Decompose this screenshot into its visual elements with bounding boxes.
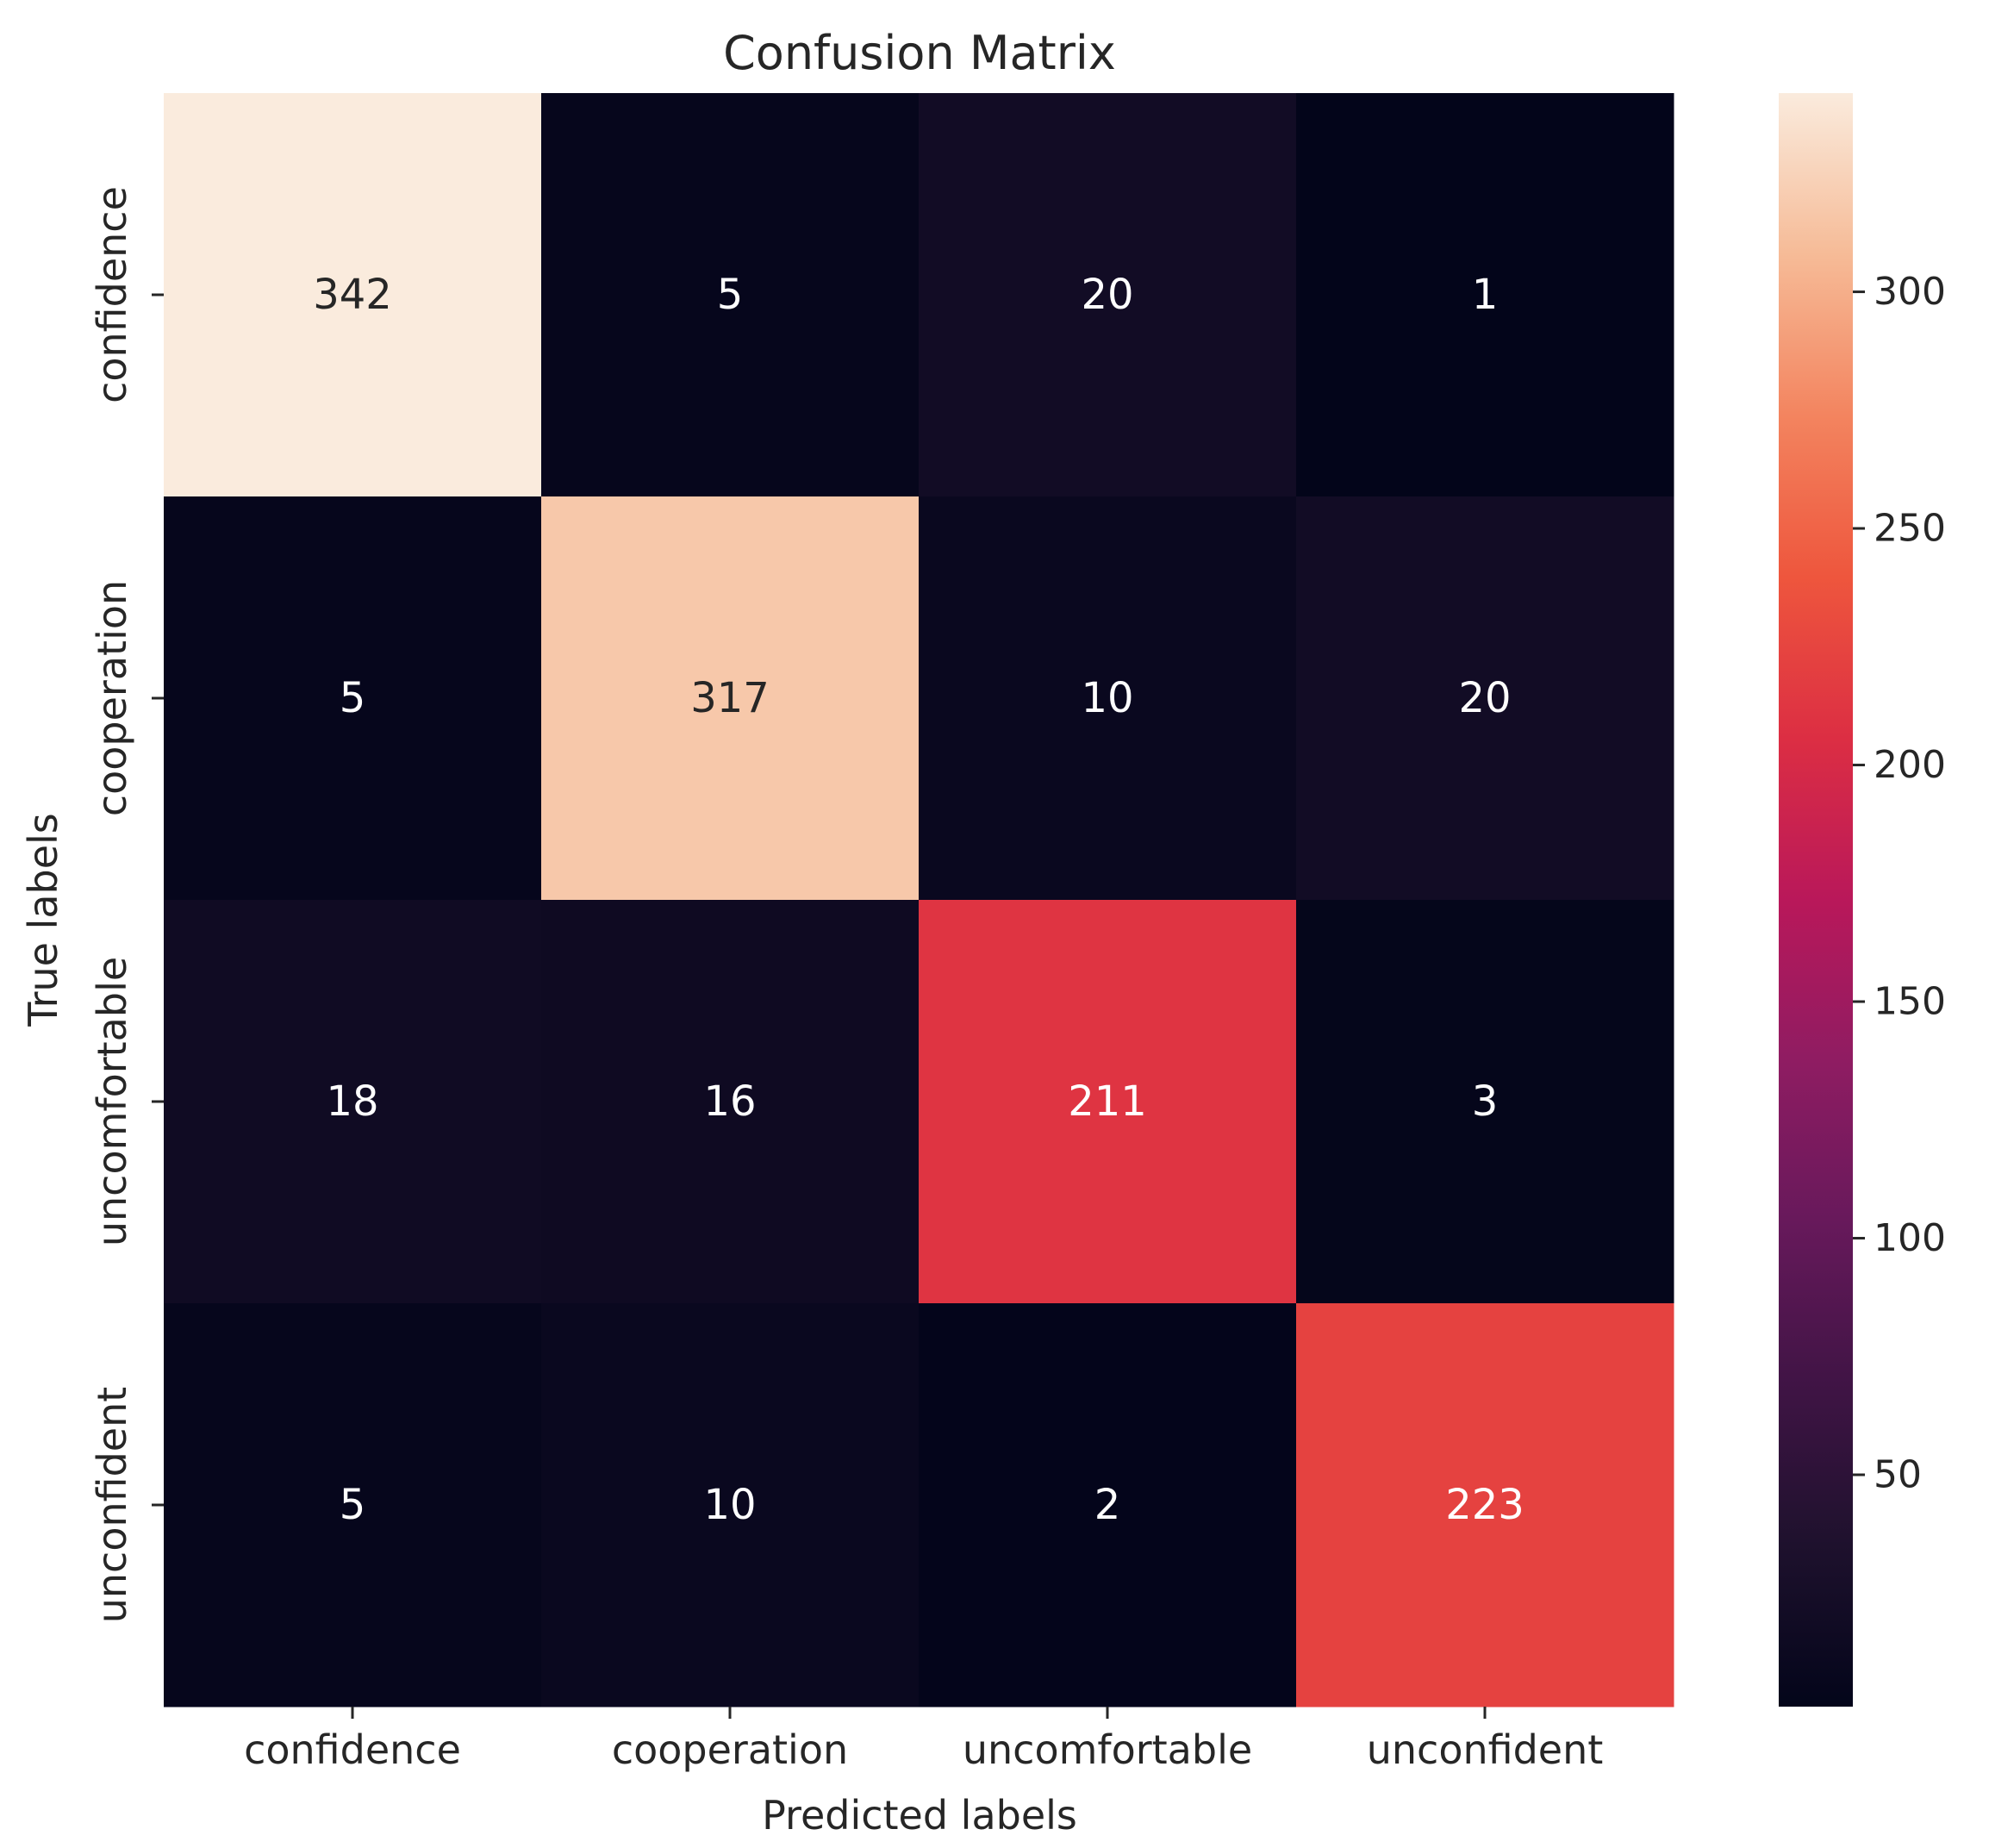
y-tick-label-cooperation: cooperation [89, 580, 135, 816]
colorbar [1779, 93, 1853, 1707]
heatmap-cell-r2-c3 [1296, 900, 1674, 1304]
heatmap-cell-r0-c0 [164, 93, 542, 497]
cell-value-r2-c2: 211 [1068, 1077, 1147, 1126]
x-tick-label-uncomfortable: uncomfortable [963, 1726, 1252, 1773]
cell-value-r3-c1: 10 [703, 1481, 756, 1529]
colorbar-ticks: 50 100 150 200 250 300 [1853, 270, 1946, 1497]
heatmap-cells [164, 93, 1674, 1708]
cell-value-r0-c0: 342 [313, 271, 392, 319]
y-tick-label-uncomfortable: uncomfortable [89, 957, 135, 1246]
cell-value-r3-c2: 2 [1094, 1481, 1121, 1529]
y-axis-label: True labels [20, 813, 66, 1027]
heatmap-cell-r0-c1 [541, 93, 920, 497]
x-axis-label: Predicted labels [762, 1792, 1077, 1839]
cell-value-r1-c2: 10 [1081, 674, 1133, 722]
y-axis-ticks: confidence cooperation uncomfortable unconf… [89, 186, 164, 1623]
cell-value-r1-c1: 317 [690, 674, 770, 722]
colorbar-tick-label-100: 100 [1874, 1216, 1946, 1260]
cell-value-r3-c3: 223 [1445, 1481, 1524, 1529]
cell-value-r2-c0: 18 [326, 1077, 378, 1126]
heatmap-cell-r2-c1 [541, 900, 920, 1304]
x-axis-ticks: confidence cooperation uncomfortable unconf… [244, 1707, 1603, 1773]
heatmap-cell-r0-c2 [919, 93, 1297, 497]
cell-value-r1-c3: 20 [1458, 674, 1511, 722]
heatmap-cell-r1-c1 [541, 496, 920, 901]
chart-title: Confusion Matrix [723, 26, 1116, 80]
heatmap-cell-r2-c0 [164, 900, 542, 1304]
heatmap-cell-r1-c3 [1296, 496, 1674, 901]
x-tick-label-cooperation: cooperation [612, 1726, 848, 1773]
x-tick-label-unconfident: unconfident [1367, 1726, 1604, 1773]
cell-value-r1-c0: 5 [340, 674, 366, 722]
cell-value-r2-c1: 16 [703, 1077, 756, 1126]
colorbar-tick-label-150: 150 [1874, 980, 1946, 1024]
colorbar-tick-label-250: 250 [1874, 507, 1946, 551]
heatmap-cell-r3-c3 [1296, 1303, 1674, 1708]
colorbar-tick-label-50: 50 [1874, 1453, 1922, 1497]
heatmap-cell-r3-c0 [164, 1303, 542, 1708]
colorbar-tick-label-200: 200 [1874, 743, 1946, 787]
x-tick-label-confidence: confidence [244, 1726, 461, 1773]
heatmap-cell-r1-c0 [164, 496, 542, 901]
y-tick-label-confidence: confidence [89, 186, 135, 403]
heatmap-cell-r2-c2 [919, 900, 1297, 1304]
heatmap-cell-r3-c2 [919, 1303, 1297, 1708]
heatmap-cell-labels: 342 5 20 1 5 317 10 20 18 16 211 3 5 10 2 223 [313, 271, 1524, 1529]
cell-value-r3-c0: 5 [340, 1481, 366, 1529]
heatmap-cell-r0-c3 [1296, 93, 1674, 497]
heatmap-cell-r3-c1 [541, 1303, 920, 1708]
heatmap-cell-r1-c2 [919, 496, 1297, 901]
colorbar-tick-label-300: 300 [1874, 270, 1946, 314]
cell-value-r0-c2: 20 [1081, 271, 1133, 319]
cell-value-r0-c3: 1 [1472, 271, 1499, 319]
y-tick-label-unconfident: unconfident [89, 1387, 135, 1624]
cell-value-r2-c3: 3 [1472, 1077, 1499, 1126]
cell-value-r0-c1: 5 [717, 271, 744, 319]
